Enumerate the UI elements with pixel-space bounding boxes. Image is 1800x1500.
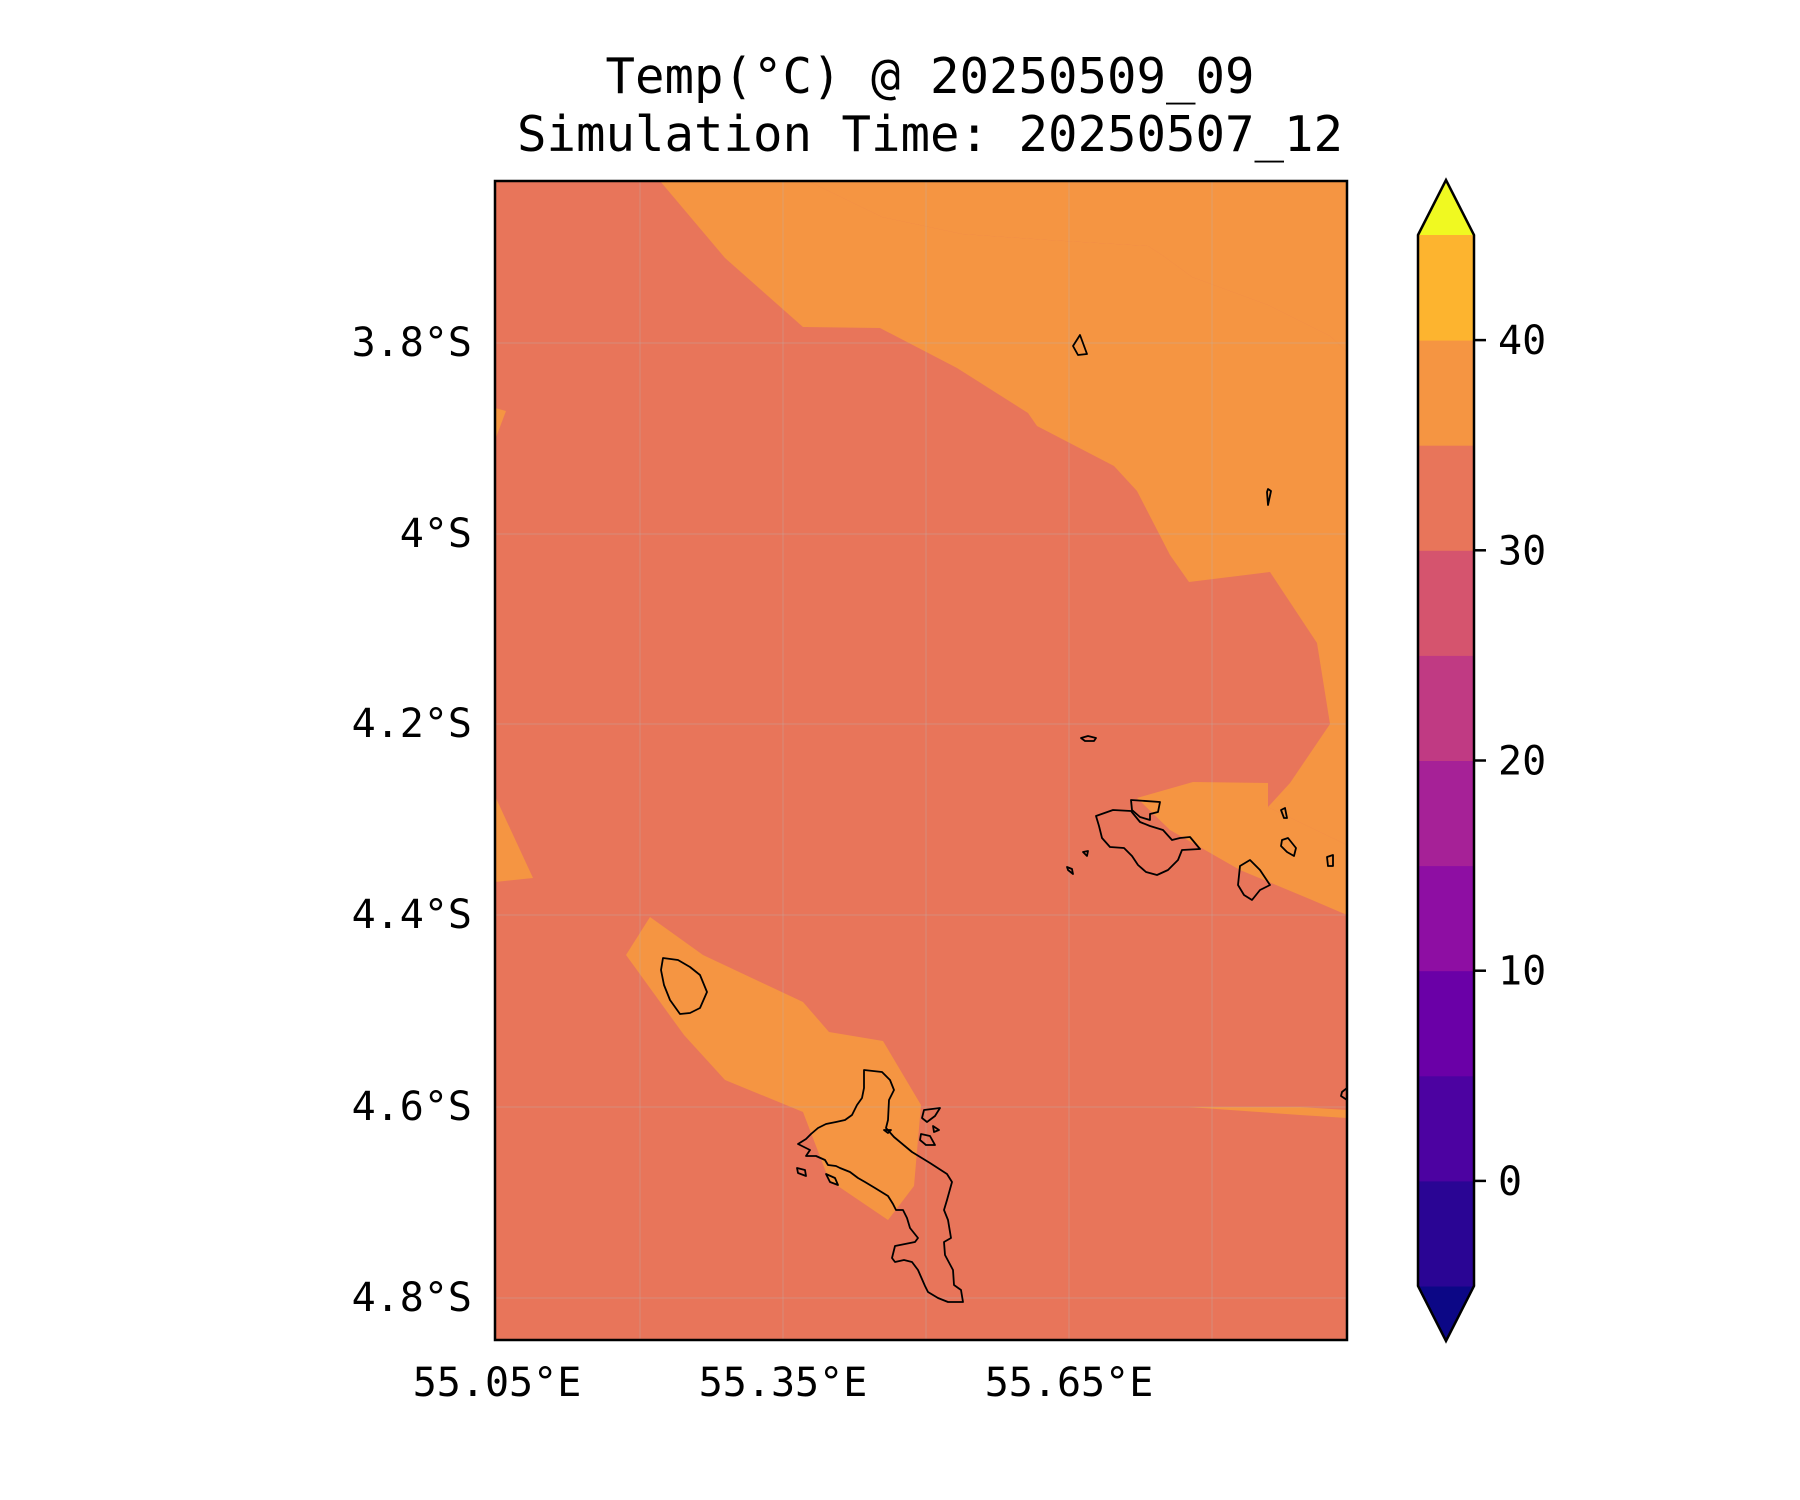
colorbar-tick-label: 20	[1498, 739, 1546, 785]
coastlines	[660, 334, 1347, 1303]
colorbar-band	[1418, 340, 1474, 446]
colorbar-tick-label: 10	[1498, 949, 1546, 995]
title-line-1: Temp(°C) @ 20250509_09	[605, 48, 1255, 105]
warm-region-northeast-band	[660, 181, 1347, 845]
x-tick-label: 55.65°E	[985, 1360, 1154, 1406]
coastline-islet-8	[919, 1133, 936, 1146]
coastline-islet-6	[1340, 1087, 1347, 1101]
colorbar-extend-high	[1418, 180, 1474, 235]
coastline-islet-north-2	[1080, 735, 1097, 742]
x-tick-label: 55.35°E	[699, 1360, 868, 1406]
colorbar-band	[1418, 1180, 1474, 1287]
coastline-islet-12	[883, 1129, 892, 1134]
x-tick-label: 55.05°E	[413, 1360, 582, 1406]
map-plot-area	[495, 181, 1347, 1340]
y-tick-label: 4.8°S	[352, 1275, 472, 1321]
coastline-islet-2	[1066, 866, 1074, 875]
title-line-2: Simulation Time: 20250507_12	[516, 106, 1343, 163]
y-tick-label: 4.4°S	[352, 892, 472, 938]
colorbar-band	[1418, 970, 1474, 1077]
colorbar-tick-label: 0	[1498, 1159, 1522, 1205]
coastline-islet-9	[932, 1125, 940, 1133]
colorbar-outline	[1416, 177, 1476, 1344]
colorbar-band	[1418, 865, 1474, 972]
coastline-islet-1	[1082, 850, 1089, 857]
coastline-islet-4	[1280, 837, 1297, 857]
colorbar-band	[1418, 550, 1474, 656]
coastline-silhouette-island	[660, 957, 708, 1015]
colorbar-band	[1418, 760, 1474, 867]
colorbar-tick-label: 30	[1498, 528, 1546, 574]
colorbar-band	[1418, 655, 1474, 761]
coastline-islet-3	[1280, 807, 1288, 819]
warm-region-west-edge-north	[495, 408, 506, 440]
y-tick-label: 3.8°S	[352, 320, 472, 366]
colorbar-band	[1418, 445, 1474, 551]
coastline-mahe-island	[797, 1069, 964, 1303]
coastline-islet-7	[921, 1107, 941, 1123]
warm-region-southeast-sliver	[1188, 1107, 1347, 1118]
gridlines	[495, 181, 1347, 1340]
coastline-islet-10	[796, 1167, 807, 1177]
warm-region-east-islands	[1137, 782, 1347, 915]
warm-region-southwest	[626, 917, 921, 1220]
map-frame	[493, 179, 1349, 1342]
colorbar-band	[1418, 235, 1474, 341]
coastline-islet-north	[1072, 334, 1088, 356]
coastline-islet-5	[1326, 854, 1334, 867]
colorbar-band	[1418, 1075, 1474, 1182]
coastline-la-digue-island	[1237, 859, 1271, 901]
y-tick-label: 4°S	[400, 511, 472, 557]
warm-region-west-edge-south	[495, 796, 533, 882]
warm-region-northeast	[660, 181, 1347, 352]
colorbar-tick-label: 40	[1498, 318, 1546, 364]
coastline-islet-13	[1266, 488, 1272, 506]
coastline-curieuse-island	[1130, 799, 1161, 821]
colorbar-extend-low	[1418, 1286, 1474, 1341]
y-axis-labels: 3.8°S 4°S 4.2°S 4.4°S 4.6°S 4.8°S	[352, 320, 472, 1321]
colorbar: 0 10 20 30 40	[1416, 177, 1546, 1344]
y-tick-label: 4.2°S	[352, 701, 472, 747]
coastline-praslin-island	[1095, 809, 1201, 876]
x-axis-labels: 55.05°E 55.35°E 55.65°E	[413, 1360, 1154, 1406]
y-tick-label: 4.6°S	[352, 1084, 472, 1130]
coastline-islet-11	[825, 1173, 839, 1186]
